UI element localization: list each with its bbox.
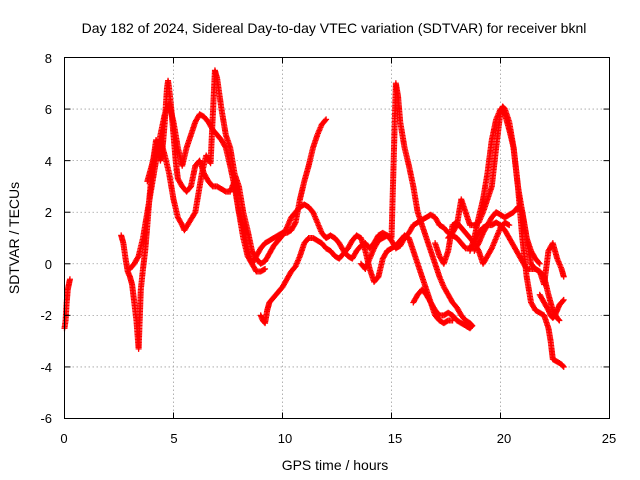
y-tick-label: 4 [45, 154, 52, 169]
y-tick-label: 0 [45, 257, 52, 272]
x-tick-label: 0 [60, 431, 67, 446]
data-point [283, 225, 290, 232]
data-series-arc12 [536, 291, 567, 321]
x-tick-label: 25 [602, 431, 616, 446]
data-point [262, 265, 269, 272]
x-tick-label: 5 [170, 431, 177, 446]
x-tick-labels: 0 5 10 15 20 25 [60, 431, 616, 446]
data-series-arc9 [471, 204, 567, 288]
y-tick-label: -2 [40, 308, 52, 323]
data-point [469, 322, 476, 329]
data-point [560, 363, 567, 370]
x-tick-label: 10 [278, 431, 292, 446]
y-tick-label: 6 [45, 102, 52, 117]
chart-title: Day 182 of 2024, Sidereal Day-to-day VTE… [82, 20, 587, 36]
data-point [291, 220, 298, 227]
data-point [468, 323, 475, 330]
plot-frame [64, 57, 610, 419]
data-point [506, 222, 513, 229]
data-point [535, 259, 542, 266]
data-point [559, 363, 566, 370]
data-point [560, 296, 567, 303]
data-point [474, 246, 481, 253]
data-point [560, 273, 567, 280]
y-tick-label: 2 [45, 205, 52, 220]
data-point [191, 210, 198, 217]
data-points [61, 67, 567, 370]
data-point [536, 260, 543, 267]
x-tick-label: 20 [497, 431, 511, 446]
data-point [134, 254, 141, 261]
data-point [488, 246, 495, 253]
y-tick-labels: -6 -4 -2 0 2 4 6 8 [40, 51, 52, 426]
data-point [559, 297, 566, 304]
data-point [555, 316, 562, 323]
data-series-arc8 [466, 106, 567, 370]
data-point [322, 117, 329, 124]
y-tick-label: 8 [45, 51, 52, 66]
data-series-arc11 [432, 219, 513, 267]
data-series-arc10 [410, 286, 476, 332]
data-point [66, 276, 73, 283]
data-series-arc5 [257, 232, 456, 327]
y-axis-label: SDTVAR / TECUs [6, 182, 22, 294]
data-point [556, 317, 563, 324]
data-series-arc6 [357, 80, 476, 329]
data-point [323, 116, 330, 123]
x-axis-label: GPS time / hours [282, 457, 389, 473]
axis-ticks [64, 57, 610, 419]
x-tick-label: 15 [388, 431, 402, 446]
y-tick-label: -4 [40, 360, 52, 375]
y-tick-label: -6 [40, 411, 52, 426]
